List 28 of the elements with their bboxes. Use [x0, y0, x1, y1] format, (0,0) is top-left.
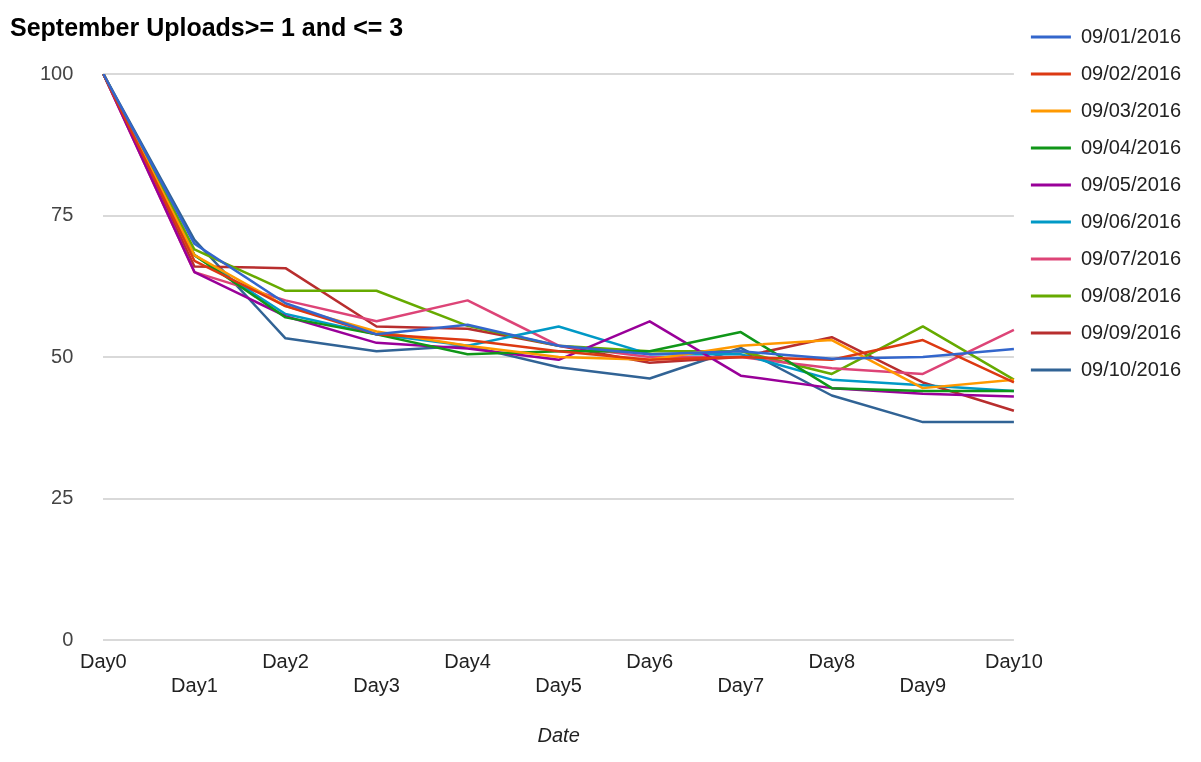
x-tick-label: Day4: [444, 649, 491, 672]
x-axis-title: Date: [537, 723, 580, 746]
legend-label: 09/02/2016: [1080, 61, 1182, 84]
y-tick-label: 0: [62, 627, 74, 650]
y-tick-label: 100: [39, 61, 74, 84]
legend-label: 09/08/2016: [1080, 283, 1182, 306]
x-tick-label: Day0: [80, 649, 127, 672]
x-tick-label: Day2: [262, 649, 309, 672]
chart-title: September Uploads>= 1 and <= 3: [10, 12, 404, 41]
legend-label: 09/09/2016: [1080, 320, 1182, 343]
x-tick-label: Day5: [535, 673, 582, 696]
legend-label: 09/10/2016: [1080, 357, 1182, 380]
x-tick-label: Day9: [899, 673, 947, 696]
x-tick-label: Day1: [171, 673, 218, 696]
legend-label: 09/01/2016: [1080, 24, 1182, 47]
x-tick-label: Day6: [626, 649, 674, 672]
x-tick-label: Day3: [353, 673, 400, 696]
legend-label: 09/05/2016: [1080, 172, 1182, 195]
y-tick-label: 50: [51, 344, 74, 367]
y-tick-label: 25: [51, 486, 74, 509]
x-tick-label: Day8: [808, 649, 856, 672]
x-tick-label: Day10: [985, 649, 1043, 672]
legend-label: 09/07/2016: [1080, 246, 1182, 269]
y-tick-label: 75: [51, 203, 74, 226]
legend-label: 09/03/2016: [1080, 98, 1182, 121]
legend-label: 09/04/2016: [1080, 135, 1182, 158]
x-tick-label: Day7: [717, 673, 765, 696]
legend-label: 09/06/2016: [1080, 209, 1182, 232]
